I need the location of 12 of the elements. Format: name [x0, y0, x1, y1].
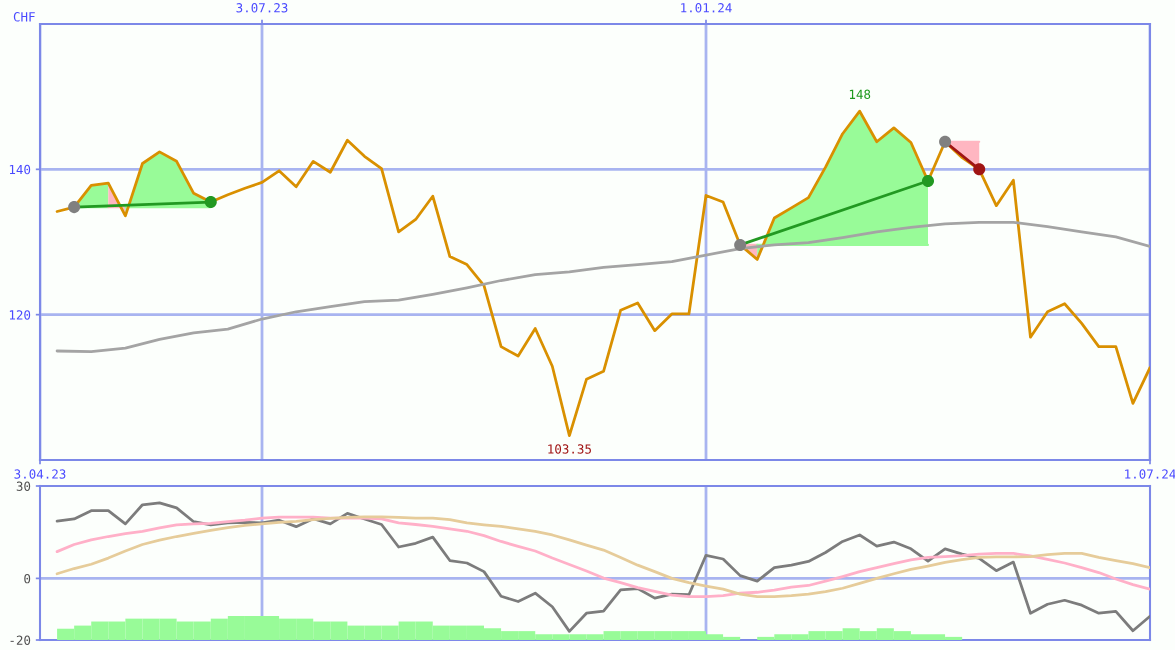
y-tick-label: 140	[9, 164, 31, 175]
x-tick-label: 1.07.24	[1125, 469, 1175, 479]
annotation: 103.35	[548, 444, 591, 454]
y-tick-label: 30	[16, 481, 31, 491]
x2-tick-label: 3.07.23	[236, 3, 288, 13]
y-tick-label: 0	[24, 573, 31, 584]
x2-tick-label: 1.01.24	[681, 3, 732, 13]
y-tick-label: -20	[10, 635, 31, 645]
y-tick-label: 120	[9, 310, 31, 320]
y-axis-title: CHF	[13, 12, 35, 22]
x-tick-label: 3.04.23	[14, 469, 66, 479]
annotation: 148	[849, 89, 871, 100]
